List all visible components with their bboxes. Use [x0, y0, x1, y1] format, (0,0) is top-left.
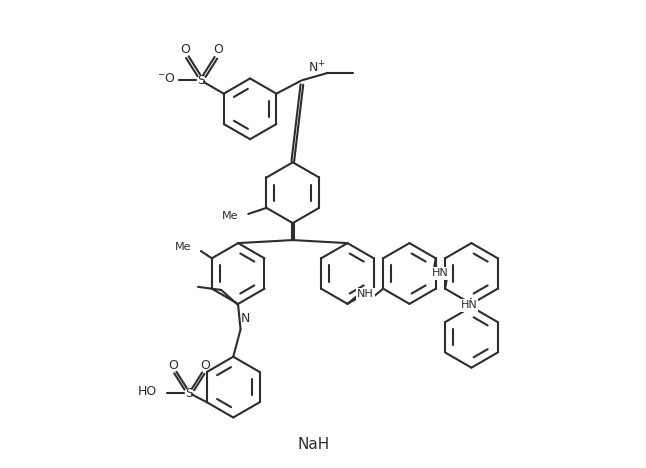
Text: HN: HN	[461, 300, 477, 310]
Text: O: O	[213, 44, 223, 57]
Text: O: O	[169, 359, 178, 372]
Text: NH: NH	[357, 289, 373, 299]
Text: S: S	[196, 74, 205, 87]
Text: N$^{+}$: N$^{+}$	[308, 60, 326, 75]
Text: $^{-}$O: $^{-}$O	[156, 72, 176, 85]
Text: S: S	[185, 387, 193, 400]
Text: Me: Me	[222, 211, 238, 221]
Text: N: N	[240, 312, 250, 325]
Text: Me: Me	[174, 242, 191, 252]
Text: HN: HN	[432, 269, 449, 278]
Text: O: O	[180, 44, 190, 57]
Text: HO: HO	[138, 386, 157, 398]
Text: NaH: NaH	[298, 437, 330, 452]
Text: O: O	[200, 359, 210, 373]
